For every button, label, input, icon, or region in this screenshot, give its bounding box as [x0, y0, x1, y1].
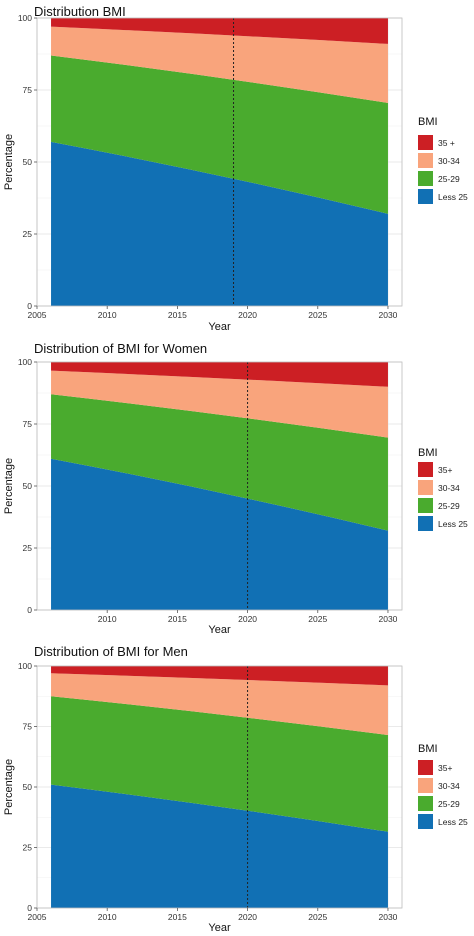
area-35	[51, 18, 388, 44]
legend-label: Less 25	[438, 817, 468, 827]
legend-label: 30-34	[438, 483, 460, 493]
y-tick-label: 25	[23, 543, 33, 553]
legend-key	[418, 189, 433, 204]
legend-key	[418, 516, 433, 531]
legend-label: 25-29	[438, 174, 460, 184]
area-30-34	[51, 673, 388, 735]
legend-key	[418, 498, 433, 513]
chart-title: Distribution of BMI for Men	[34, 644, 188, 659]
y-tick-label: 25	[23, 229, 33, 239]
area-35	[51, 666, 388, 686]
legend-title: BMI	[418, 743, 438, 755]
y-tick-label: 75	[23, 85, 33, 95]
legend-label: 35+	[438, 465, 452, 475]
legend-label: 25-29	[438, 501, 460, 511]
chart-panel-1: 0 25 50 75 100 2005 2010 2015 2020 2025 2030 Distri…	[3, 4, 468, 333]
x-tick-label: 2020	[238, 912, 257, 922]
x-tick-label: 2025	[308, 310, 327, 320]
y-tick-label: 50	[23, 157, 33, 167]
x-tick-label: 2030	[379, 912, 398, 922]
legend-label: 30-34	[438, 781, 460, 791]
x-tick-label: 2005	[28, 310, 47, 320]
area-less-25	[51, 458, 388, 610]
x-tick-label: 2005	[28, 912, 47, 922]
chart-panel-3: 0 25 50 75 100 2005 2010 2015 2020 2025 2030 Distri…	[3, 644, 468, 934]
legend-title: BMI	[418, 116, 438, 128]
chart-panel-2: 0 25 50 75 100 2010 2015 2020 2025 2030 Distributi…	[3, 341, 468, 636]
x-tick-label: 2010	[98, 912, 117, 922]
legend-key	[418, 135, 433, 150]
x-axis-title: Year	[208, 321, 231, 333]
legend-key	[418, 480, 433, 495]
legend-key	[418, 171, 433, 186]
y-tick-label: 0	[27, 301, 32, 311]
legend-key	[418, 814, 433, 829]
legend-label: 35 +	[438, 138, 455, 148]
y-tick-label: 75	[23, 722, 33, 732]
area-less-25	[51, 141, 388, 306]
legend-label: 30-34	[438, 156, 460, 166]
y-tick-label: 0	[27, 605, 32, 615]
x-tick-label: 2020	[238, 310, 257, 320]
y-axis-title: Percentage	[3, 458, 15, 514]
x-tick-label: 2015	[168, 614, 187, 624]
area-less-25	[51, 784, 388, 908]
legend-label: Less 25	[438, 519, 468, 529]
x-tick-label: 2025	[308, 614, 327, 624]
y-tick-label: 100	[18, 13, 32, 23]
area-35	[51, 362, 388, 387]
y-tick-label: 100	[18, 661, 32, 671]
x-axis-title: Year	[208, 922, 231, 934]
x-tick-label: 2015	[168, 310, 187, 320]
x-axis-title: Year	[208, 624, 231, 636]
y-axis-title: Percentage	[3, 134, 15, 190]
y-tick-label: 100	[18, 357, 32, 367]
legend-key	[418, 796, 433, 811]
legend-label: 25-29	[438, 799, 460, 809]
area-30-34	[51, 370, 388, 438]
x-tick-label: 2010	[98, 310, 117, 320]
area-30-34	[51, 26, 388, 103]
area-25-29	[51, 696, 388, 832]
y-tick-label: 0	[27, 903, 32, 913]
x-tick-label: 2030	[379, 614, 398, 624]
y-tick-label: 50	[23, 481, 33, 491]
x-tick-label: 2030	[379, 310, 398, 320]
chart-title: Distribution of BMI for Women	[34, 341, 207, 356]
y-tick-label: 25	[23, 843, 33, 853]
x-tick-label: 2010	[98, 614, 117, 624]
x-tick-label: 2015	[168, 912, 187, 922]
chart-title: Distribution BMI	[34, 4, 126, 19]
y-tick-label: 75	[23, 419, 33, 429]
x-tick-label: 2025	[308, 912, 327, 922]
legend-label: 35+	[438, 763, 452, 773]
area-25-29	[51, 394, 388, 531]
y-tick-label: 50	[23, 782, 33, 792]
legend-key	[418, 462, 433, 477]
x-tick-label: 2020	[238, 614, 257, 624]
legend-key	[418, 778, 433, 793]
legend-label: Less 25	[438, 192, 468, 202]
y-axis-title: Percentage	[3, 759, 15, 815]
legend-key	[418, 153, 433, 168]
legend-title: BMI	[418, 447, 438, 459]
legend-key	[418, 760, 433, 775]
area-25-29	[51, 55, 388, 214]
